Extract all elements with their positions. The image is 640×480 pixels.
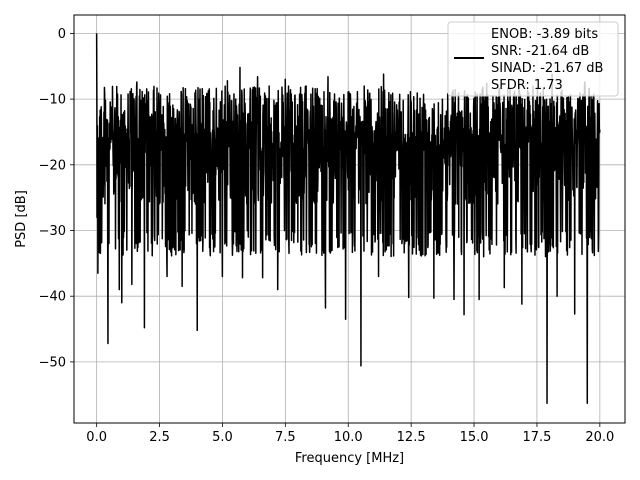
x-tick-label: 0.0 — [86, 430, 107, 445]
y-tick-label: −10 — [39, 93, 66, 108]
plot-area — [95, 33, 601, 405]
x-tick-label: 15.0 — [460, 430, 489, 445]
x-tick-label: 7.5 — [275, 430, 296, 445]
psd-series-line — [95, 33, 601, 405]
y-tick-label: −40 — [39, 290, 66, 305]
legend-box — [447, 21, 619, 97]
x-tick-label: 12.5 — [397, 430, 426, 445]
legend-entry-sfdr: SFDR: 1.73 — [491, 78, 563, 93]
legend: ENOB: -3.89 bits SNR: -21.64 dB SINAD: -… — [447, 21, 619, 97]
x-axis-label: Frequency [MHz] — [295, 451, 404, 466]
axes-frame — [73, 14, 626, 424]
legend-entry-enob: ENOB: -3.89 bits — [491, 27, 598, 42]
y-tick-label: −50 — [39, 355, 66, 370]
legend-entry-snr: SNR: -21.64 dB — [491, 44, 589, 59]
legend-entry-sinad: SINAD: -21.67 dB — [491, 61, 603, 76]
x-tick-label: 17.5 — [522, 430, 551, 445]
y-tick-label: −20 — [39, 158, 66, 173]
y-axis-label: PSD [dB] — [14, 190, 29, 248]
x-tick-label: 10.0 — [334, 430, 363, 445]
x-tick-label: 5.0 — [212, 430, 233, 445]
axis-ticks: 0.0 2.5 5.0 7.5 10.0 12.5 15.0 17.5 20.0 0 −10 −20 −… — [39, 27, 615, 445]
x-tick-label: 2.5 — [149, 430, 170, 445]
y-tick-label: −30 — [39, 224, 66, 239]
y-tick-label: 0 — [58, 27, 66, 42]
x-tick-label: 20.0 — [585, 430, 614, 445]
